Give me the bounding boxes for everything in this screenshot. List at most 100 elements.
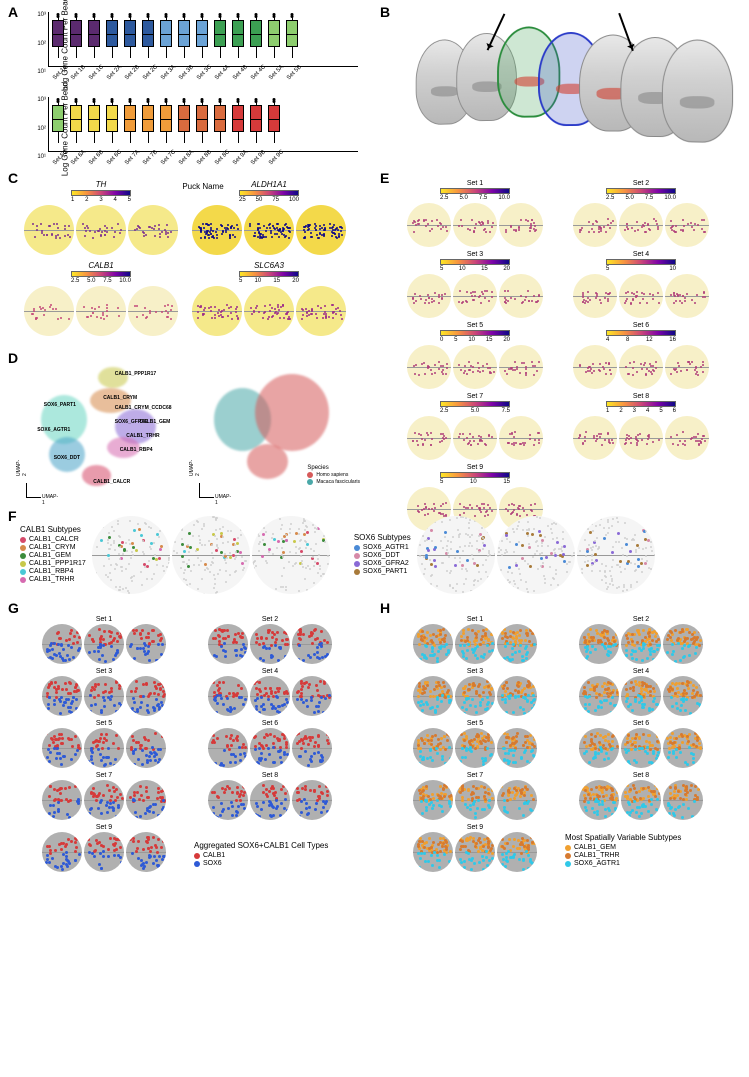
puck [573, 416, 617, 460]
umap-plot: SpeciesHomo sapiensMacaca fascicularisUM… [197, 360, 362, 500]
set-title: Set 5 [395, 720, 555, 727]
puck [455, 676, 495, 716]
puck [499, 274, 543, 318]
set-title: Set 9 [395, 824, 555, 831]
set-title: Set 5 [24, 720, 184, 727]
panel-label-e: E [380, 170, 389, 186]
set-title: Set 8 [190, 772, 350, 779]
puck [84, 780, 124, 820]
colorbar-ticks: 5101520 [239, 278, 299, 284]
puck [42, 624, 82, 664]
colorbar-gradient [440, 259, 510, 265]
legend-item: CALB1 [194, 852, 328, 859]
set-title: Set 9 [24, 824, 184, 831]
legend-title: CALB1 Subtypes [20, 525, 86, 534]
colorbar-ticks: 510 [606, 266, 676, 272]
legend-item: CALB1_CALCR [20, 536, 86, 543]
umap-plot: SOX6_PART1SOX6_AGTR1SOX6_DDTCALB1_PPP1R1… [24, 360, 189, 500]
puck [579, 624, 619, 664]
puck [84, 728, 124, 768]
panel-e-sets: Set 12.55.07.510.0Set 22.55.07.510.0Set … [395, 178, 740, 533]
legend-item: Homo sapiens [307, 472, 360, 478]
puck [208, 624, 248, 664]
panel-h-variable: Set 1Set 2Set 3Set 4Set 5Set 6Set 7Set 8… [395, 614, 745, 874]
y-ticks: 10³10²10¹ [30, 12, 46, 75]
legend-item: CALB1_TRHR [565, 852, 681, 859]
puck [455, 832, 495, 872]
puck [128, 286, 178, 336]
panel-label-d: D [8, 350, 18, 366]
puck [573, 203, 617, 247]
umap-label: CALB1_CRYM [103, 395, 137, 401]
panel-f-subtypes: CALB1 Subtypes CALB1_CALCRCALB1_CRYM CALB1… [20, 512, 730, 597]
puck [84, 624, 124, 664]
legend-item: CALB1_CRYM [20, 544, 86, 551]
puck [621, 728, 661, 768]
puck [126, 728, 166, 768]
panel-d-umap: SOX6_PART1SOX6_AGTR1SOX6_DDTCALB1_PPP1R1… [24, 360, 364, 505]
puck [126, 624, 166, 664]
puck [497, 780, 537, 820]
colorbar-gradient [606, 259, 676, 265]
puck [413, 832, 453, 872]
panel-b-brain [400, 12, 730, 162]
puck [455, 780, 495, 820]
puck [579, 728, 619, 768]
puck [413, 624, 453, 664]
puck [413, 780, 453, 820]
legend-item: CALB1_RBP4 [20, 568, 86, 575]
puck [250, 676, 290, 716]
puck [453, 345, 497, 389]
puck [499, 416, 543, 460]
puck [126, 780, 166, 820]
puck [579, 676, 619, 716]
set-title: Set 2 [561, 616, 721, 623]
colorbar-ticks: 2.55.07.510.0 [606, 195, 676, 201]
puck [192, 205, 242, 255]
set-title: Set 7 [395, 393, 555, 400]
puck [172, 516, 250, 594]
puck [497, 728, 537, 768]
legend-item: SOX6_AGTR1 [565, 860, 681, 867]
puck [497, 516, 575, 594]
puck [497, 832, 537, 872]
puck [24, 286, 74, 336]
colorbar-ticks: 51015 [440, 479, 510, 485]
puck [453, 274, 497, 318]
set-title: Set 2 [561, 180, 721, 187]
colorbar-gradient [440, 401, 510, 407]
puck [497, 676, 537, 716]
legend-title: Aggregated SOX6+CALB1 Cell Types [194, 841, 328, 850]
legend-title: Most Spatially Variable Subtypes [565, 833, 681, 842]
puck [84, 676, 124, 716]
puck [76, 205, 126, 255]
puck [665, 345, 709, 389]
puck [292, 780, 332, 820]
puck [42, 780, 82, 820]
set-title: Set 7 [395, 772, 555, 779]
colorbar-gradient [71, 190, 131, 196]
colorbar-ticks: 123456 [606, 408, 676, 414]
puck [76, 286, 126, 336]
colorbar-ticks: 5101520 [440, 266, 510, 272]
puck [455, 728, 495, 768]
puck [292, 676, 332, 716]
puck [407, 274, 451, 318]
colorbar-gradient [440, 188, 510, 194]
puck [192, 286, 242, 336]
puck [296, 205, 346, 255]
panel-a-boxplot: Log Gene Count Per Bead10³10²10¹Set 1ASe… [48, 12, 358, 191]
set-title: Set 7 [24, 772, 184, 779]
puck [42, 676, 82, 716]
puck [250, 780, 290, 820]
puck [407, 203, 451, 247]
puck [579, 780, 619, 820]
puck [250, 728, 290, 768]
puck [42, 832, 82, 872]
set-title: Set 6 [561, 720, 721, 727]
panel-label-c: C [8, 170, 18, 186]
set-title: Set 6 [561, 322, 721, 329]
set-title: Set 1 [395, 180, 555, 187]
colorbar-gradient [606, 401, 676, 407]
puck [24, 205, 74, 255]
